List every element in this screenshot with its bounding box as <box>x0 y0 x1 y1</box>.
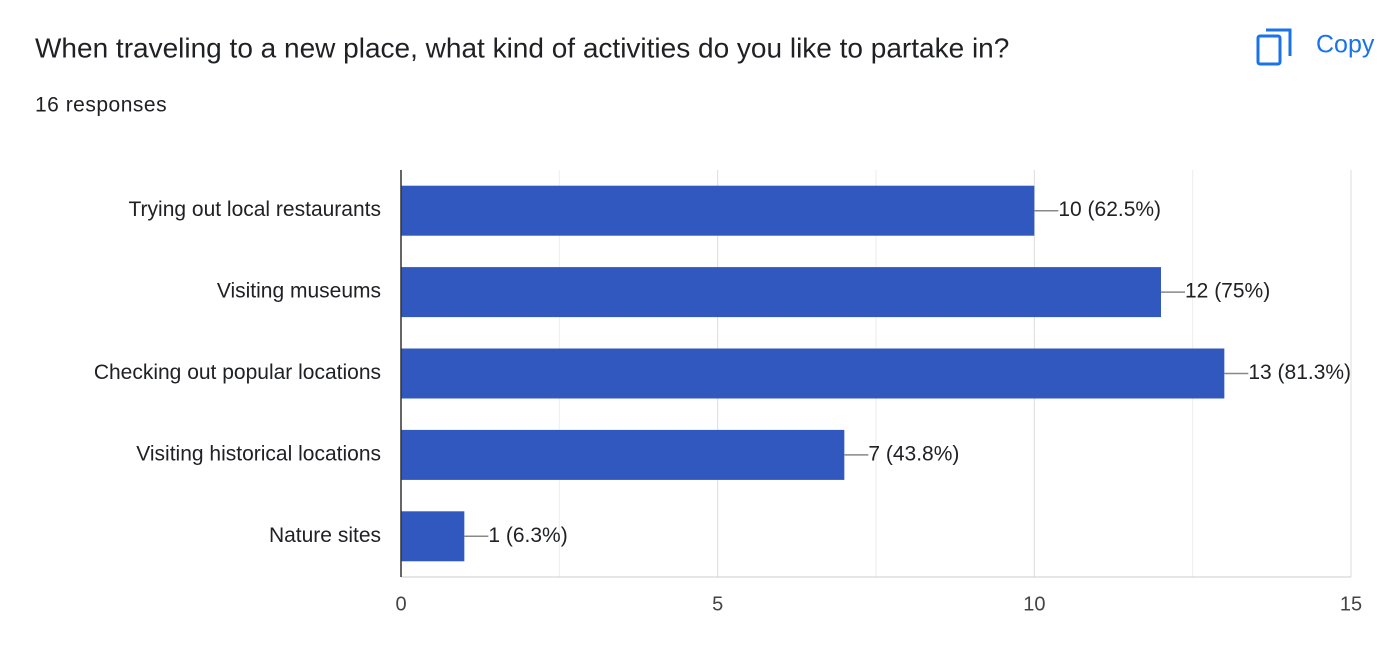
bar <box>401 511 465 562</box>
y-tick-label: Checking out popular locations <box>94 361 381 384</box>
chart-subtitle: 16 responses <box>35 94 167 117</box>
copy-button[interactable]: Copy <box>1256 28 1375 66</box>
x-tick-label: 0 <box>395 593 406 615</box>
y-tick-label: Trying out local restaurants <box>128 198 381 221</box>
y-tick-label: Visiting museums <box>217 280 381 303</box>
bar <box>401 185 1035 236</box>
data-label: 12 (75%) <box>1185 280 1270 303</box>
x-tick-label: 15 <box>1340 593 1362 615</box>
data-label: 7 (43.8%) <box>868 442 959 465</box>
bar <box>401 429 845 480</box>
data-label: 1 (6.3%) <box>488 524 567 547</box>
x-tick-label: 5 <box>712 593 723 615</box>
bar <box>401 267 1161 318</box>
chart-title: When traveling to a new place, what kind… <box>35 32 1009 63</box>
copy-icon <box>1266 28 1292 56</box>
copy-icon <box>1256 34 1282 66</box>
data-label: 13 (81.3%) <box>1248 361 1351 384</box>
x-tick-label: 10 <box>1023 593 1045 615</box>
y-tick-label: Visiting historical locations <box>136 442 381 465</box>
y-tick-label: Nature sites <box>269 524 381 547</box>
copy-label[interactable]: Copy <box>1316 31 1375 59</box>
data-label: 10 (62.5%) <box>1058 198 1161 221</box>
bar <box>401 348 1225 399</box>
